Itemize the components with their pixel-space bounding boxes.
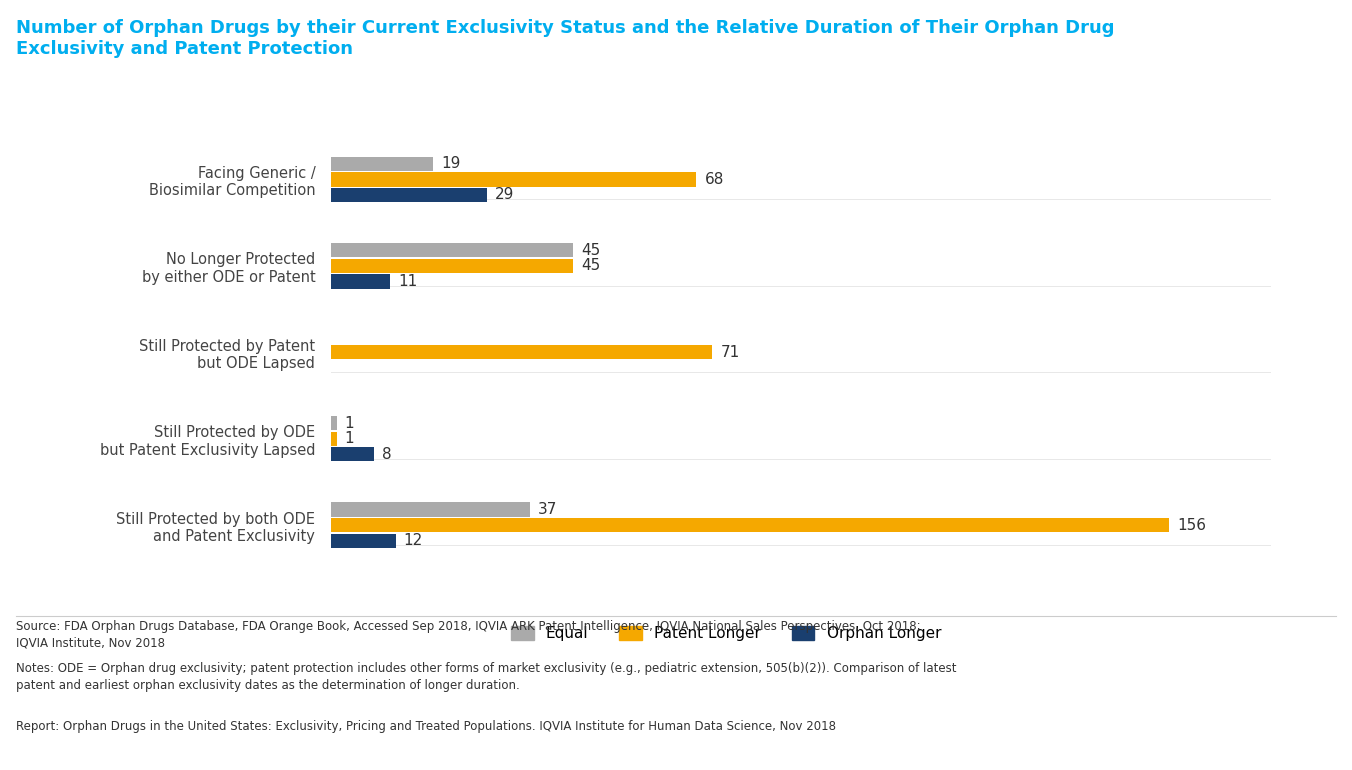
Bar bbox=[331, 518, 1169, 532]
Text: Report: Orphan Drugs in the United States: Exclusivity, Pricing and Treated Popu: Report: Orphan Drugs in the United State… bbox=[16, 720, 837, 733]
Bar bbox=[331, 447, 375, 461]
Bar bbox=[331, 259, 573, 273]
Text: 29: 29 bbox=[495, 187, 514, 203]
Text: 12: 12 bbox=[404, 533, 423, 548]
Text: 68: 68 bbox=[704, 172, 723, 187]
Bar bbox=[331, 188, 487, 202]
Text: 45: 45 bbox=[581, 258, 600, 273]
Text: 8: 8 bbox=[383, 447, 392, 462]
Bar bbox=[331, 274, 391, 289]
Text: 1: 1 bbox=[345, 416, 354, 430]
Bar bbox=[331, 431, 337, 446]
Bar bbox=[331, 243, 573, 257]
Text: 156: 156 bbox=[1176, 517, 1206, 533]
Text: Exclusivity and Patent Protection: Exclusivity and Patent Protection bbox=[16, 40, 353, 58]
Text: Source: FDA Orphan Drugs Database, FDA Orange Book, Accessed Sep 2018, IQVIA ARK: Source: FDA Orphan Drugs Database, FDA O… bbox=[16, 620, 921, 650]
Text: 1: 1 bbox=[345, 431, 354, 447]
Text: 11: 11 bbox=[399, 274, 418, 289]
Bar bbox=[331, 172, 696, 186]
Text: Number of Orphan Drugs by their Current Exclusivity Status and the Relative Dura: Number of Orphan Drugs by their Current … bbox=[16, 19, 1114, 37]
Text: 45: 45 bbox=[581, 243, 600, 258]
Text: 19: 19 bbox=[441, 156, 461, 172]
Text: Notes: ODE = Orphan drug exclusivity; patent protection includes other forms of : Notes: ODE = Orphan drug exclusivity; pa… bbox=[16, 662, 957, 692]
Bar bbox=[331, 416, 337, 430]
Text: 37: 37 bbox=[538, 502, 557, 517]
Bar bbox=[331, 156, 433, 171]
Legend: Equal, Patent Longer, Orphan Longer: Equal, Patent Longer, Orphan Longer bbox=[504, 620, 948, 647]
Bar bbox=[331, 534, 396, 548]
Bar bbox=[331, 503, 530, 517]
Text: 71: 71 bbox=[721, 345, 740, 360]
Bar bbox=[331, 345, 713, 360]
